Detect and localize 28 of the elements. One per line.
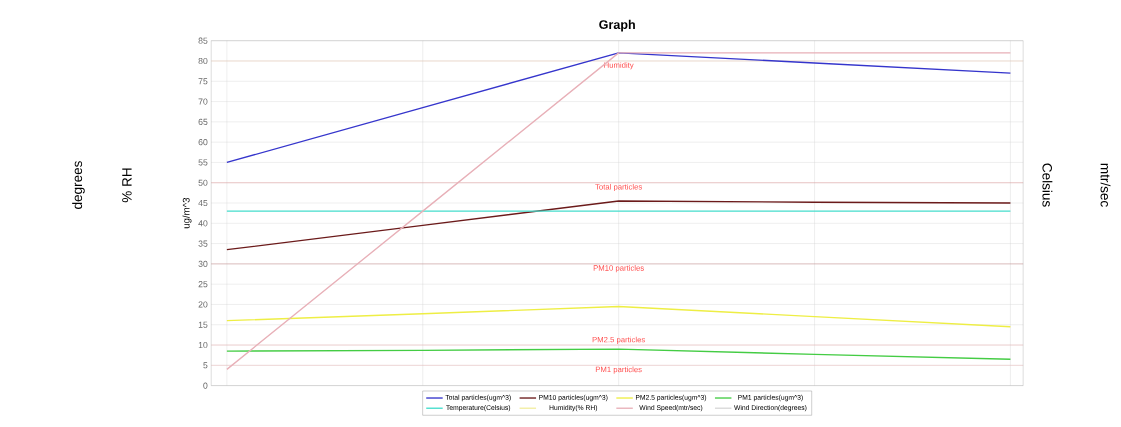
y-tick-label: 35 [198, 240, 208, 247]
y-tick-label: 85 [198, 37, 208, 44]
y-tick-label: 10 [198, 341, 208, 348]
line-series [226, 52, 1012, 163]
y-tick-label: 20 [198, 301, 208, 308]
y-tick-label: 5 [203, 362, 208, 369]
text: Celsius [1042, 163, 1053, 207]
y-tick-label: 0 [203, 382, 208, 389]
text: degrees [72, 161, 85, 209]
y-tick-label: 40 [198, 220, 208, 227]
y-tick-label: 65 [198, 118, 208, 125]
text: mtr/sec [1100, 163, 1111, 207]
y-tick-label: 30 [198, 260, 208, 267]
y-tick-label: 45 [198, 199, 208, 206]
line-series [226, 200, 1012, 251]
y-tick-label: 50 [198, 179, 208, 186]
y-tick-label: 15 [198, 321, 208, 328]
line-series [226, 305, 1012, 328]
y-axis-title: ug/m^3 [182, 197, 192, 229]
chart-title: Graph [599, 19, 635, 32]
y-tick-label: 70 [198, 98, 208, 105]
text: % RH [122, 168, 132, 203]
line-series [226, 348, 1012, 360]
y-tick-label: 55 [198, 159, 208, 166]
y-tick-label: 25 [198, 280, 208, 288]
y-tick-label: 75 [198, 78, 208, 85]
y-tick-label: 60 [198, 138, 208, 146]
y-tick-label: 80 [198, 57, 208, 64]
